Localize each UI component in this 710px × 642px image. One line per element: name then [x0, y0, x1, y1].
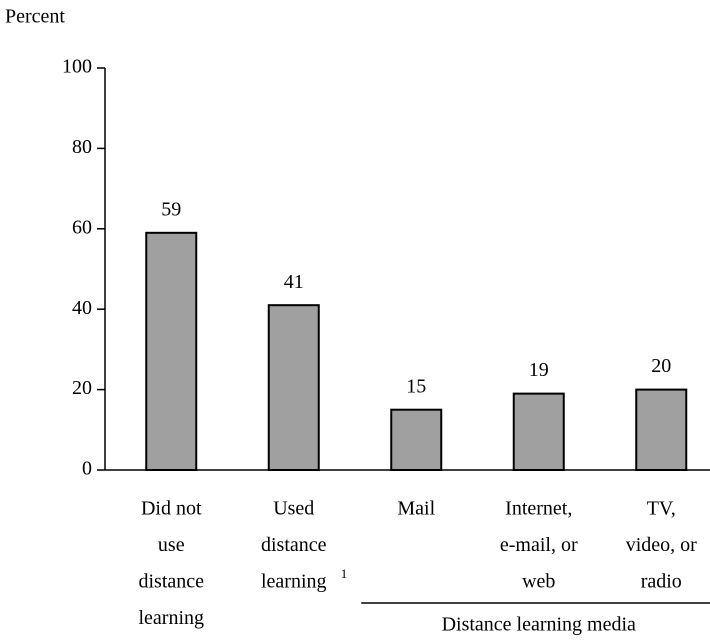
x-tick-label: Internet,: [505, 498, 572, 520]
bar: [267, 304, 320, 471]
x-tick-label: learning: [138, 607, 204, 629]
x-tick-label: Mail: [397, 498, 435, 520]
x-tick-label: distance: [138, 571, 204, 593]
y-tick-label: 60: [72, 216, 92, 238]
x-tick-label: web: [522, 571, 555, 593]
bar: [635, 388, 688, 472]
value-label: 41: [284, 271, 304, 293]
footnote-mark: 1: [341, 566, 348, 581]
value-label: 19: [529, 359, 549, 381]
bar: [512, 392, 565, 471]
x-tick-label: Did not: [141, 498, 202, 520]
x-tick-label: TV,: [647, 498, 676, 520]
y-tick-label: 40: [72, 297, 92, 319]
x-tick-label: distance: [261, 534, 327, 556]
x-tick-label: radio: [641, 571, 682, 593]
bar: [145, 231, 198, 471]
x-tick-label: learning: [261, 571, 327, 593]
y-tick-label: 0: [82, 458, 92, 480]
y-axis-label: Percent: [5, 6, 65, 28]
bar: [390, 408, 443, 472]
value-label: 15: [406, 375, 426, 397]
x-tick-label: use: [158, 534, 185, 556]
x-tick-label: Used: [273, 498, 314, 520]
group-label: Distance learning media: [442, 614, 636, 636]
y-tick-label: 100: [62, 56, 92, 78]
y-tick-label: 80: [72, 136, 92, 158]
y-tick-label: 20: [72, 377, 92, 399]
x-tick-label: e-mail, or: [500, 534, 578, 556]
value-label: 59: [161, 198, 181, 220]
x-tick-label: video, or: [626, 534, 697, 556]
value-label: 20: [651, 355, 671, 377]
